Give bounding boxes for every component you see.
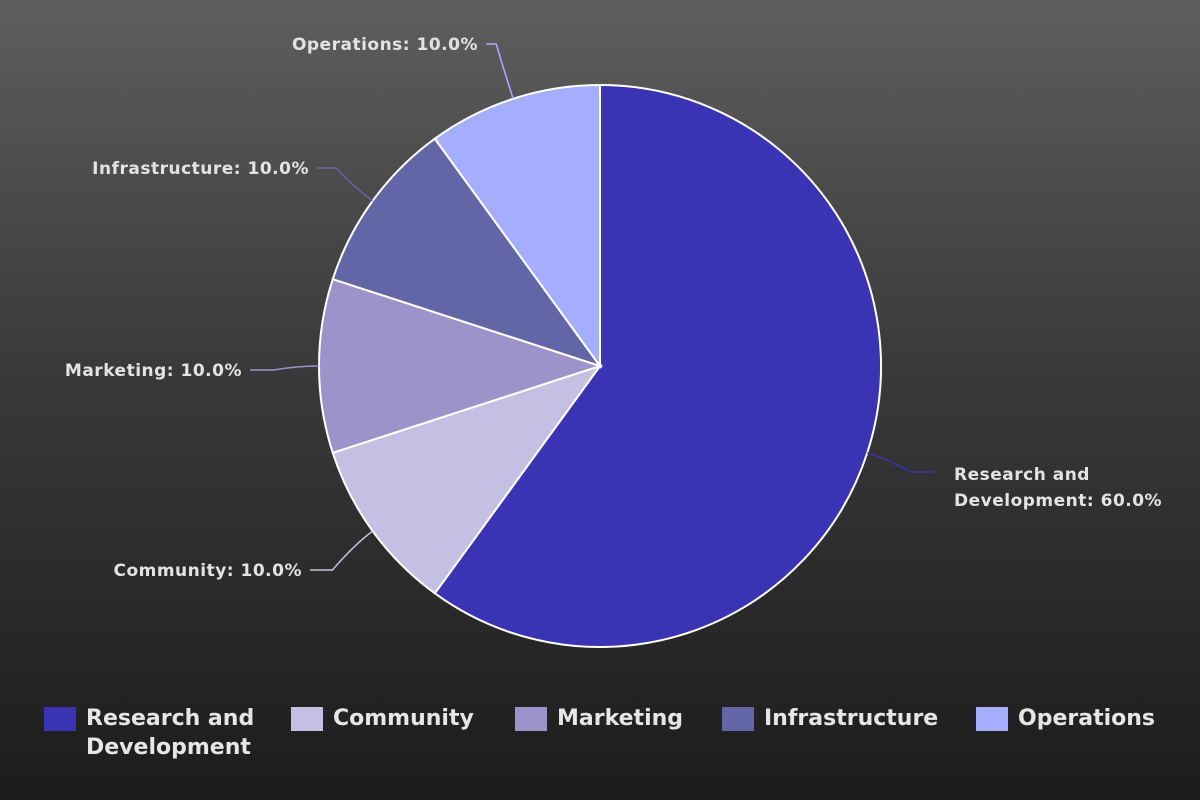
leader-line-marketing	[250, 365, 320, 371]
legend-label-marketing: Marketing	[557, 706, 684, 731]
legend-item-infrastructure[interactable]: Infrastructure	[722, 704, 938, 733]
pie-slice-operations[interactable]	[433, 83, 601, 370]
legend-swatch-marketing	[515, 707, 547, 731]
slice-label-operations: Operations: 10.0%	[292, 35, 478, 55]
pie-leader-lines	[250, 43, 934, 571]
chart-legend: Research and Development Community Marke…	[0, 700, 1200, 790]
slice-label-infrastructure: Infrastructure: 10.0%	[92, 159, 309, 179]
leader-line-community	[310, 530, 374, 571]
pie-slice-marketing[interactable]	[318, 277, 604, 455]
leader-line-research-and-development	[867, 452, 934, 473]
slice-label-marketing: Marketing: 10.0%	[65, 361, 242, 381]
slice-label-community: Community: 10.0%	[113, 561, 302, 581]
legend-swatch-research-and-development	[44, 707, 76, 731]
leader-line-infrastructure	[317, 167, 374, 202]
legend-item-operations[interactable]: Operations	[976, 704, 1155, 733]
leader-line-operations	[486, 43, 514, 99]
legend-label-operations: Operations	[1018, 706, 1155, 731]
pie-labels: Research and Development: 60.0% Community:…	[65, 35, 1162, 581]
legend-swatch-infrastructure	[722, 707, 754, 731]
legend-item-marketing[interactable]: Marketing	[515, 704, 683, 733]
legend-item-community[interactable]: Community	[291, 704, 474, 733]
legend-swatch-community	[291, 707, 323, 731]
legend-label-infrastructure: Infrastructure	[764, 706, 939, 731]
legend-label-research-and-development: Research and Development	[86, 706, 255, 760]
pie-slice-community[interactable]	[331, 364, 603, 595]
slice-label-research-and-development: Research and Development: 60.0%	[954, 465, 1162, 511]
pie-slice-infrastructure[interactable]	[331, 137, 603, 368]
pie-slice-research-and-development[interactable]	[433, 83, 882, 648]
legend-label-community: Community	[333, 706, 474, 731]
legend-item-research-and-development[interactable]: Research and Development	[44, 704, 266, 762]
legend-swatch-operations	[976, 707, 1008, 731]
pie-slices	[318, 83, 882, 648]
